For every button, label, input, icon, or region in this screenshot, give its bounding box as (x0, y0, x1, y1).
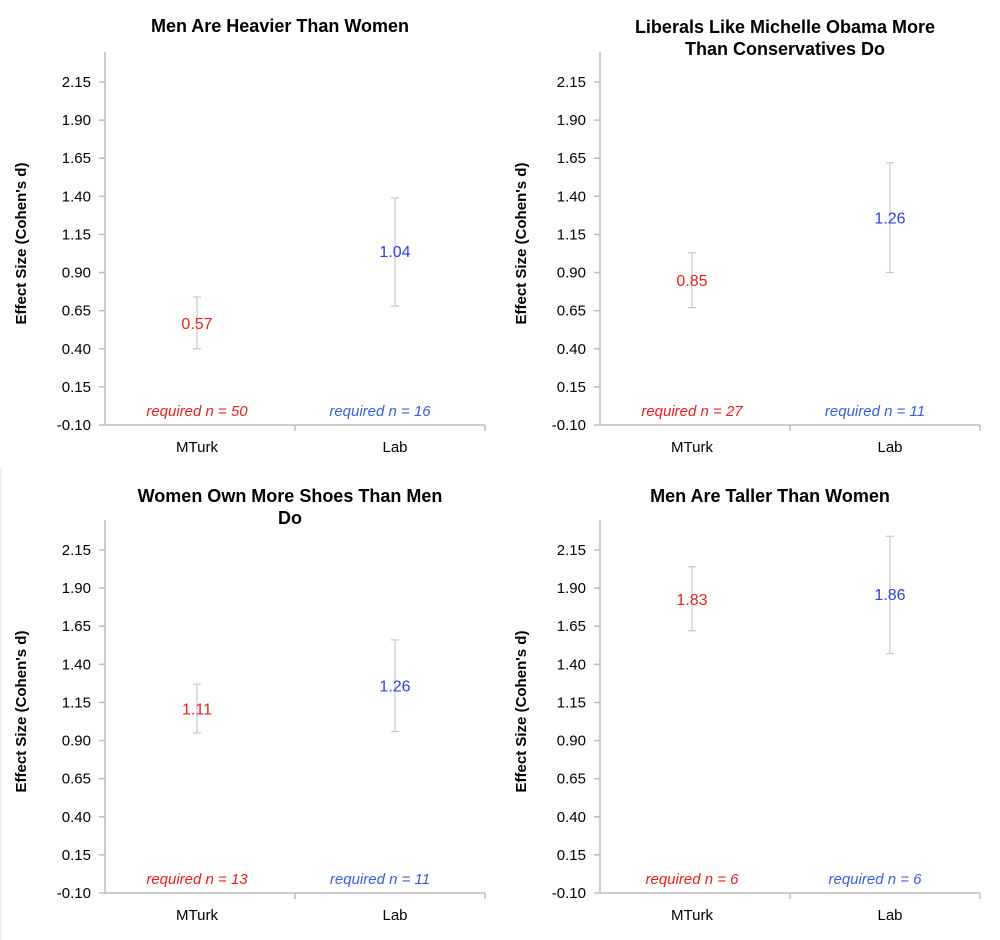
y-tick-label: 2.15 (62, 74, 91, 91)
required-n-label: required n = 27 (641, 403, 743, 420)
y-tick-label: 0.40 (62, 341, 91, 358)
y-tick-label: 1.40 (62, 656, 91, 673)
y-tick-label: 0.65 (557, 303, 586, 320)
y-tick-label: 1.90 (62, 112, 91, 129)
y-tick-label: 1.65 (557, 150, 586, 167)
y-axis-label: Effect Size (Cohen's d) (513, 163, 530, 325)
y-tick-label: 1.15 (557, 694, 586, 711)
y-tick-label: 0.65 (557, 771, 586, 788)
y-tick-label: 1.65 (62, 618, 91, 635)
y-tick-label: 1.40 (557, 656, 586, 673)
x-tick-label: MTurk (176, 439, 218, 456)
data-label: 0.85 (676, 273, 707, 290)
x-tick-label: Lab (877, 907, 902, 924)
y-tick-label: 0.15 (62, 847, 91, 864)
data-label: 1.83 (676, 592, 707, 609)
x-tick-label: Lab (382, 907, 407, 924)
y-tick-label: 0.90 (557, 265, 586, 282)
data-label: 1.04 (379, 244, 410, 261)
chart-panel-3: Women Own More Shoes Than Men Do Effect Si… (13, 486, 486, 924)
y-tick-label: 0.15 (557, 379, 586, 396)
chart-title: Liberals Like Michelle Obama More Than Co… (635, 17, 935, 59)
y-tick-label: 0.40 (557, 809, 586, 826)
y-tick-label: 0.40 (62, 809, 91, 826)
chart-title: Men Are Heavier Than Women (151, 16, 409, 36)
required-n-label: required n = 11 (330, 871, 430, 888)
y-tick-label: 1.65 (557, 618, 586, 635)
x-tick-label: MTurk (176, 907, 218, 924)
y-axis-label: Effect Size (Cohen's d) (513, 631, 530, 793)
y-tick-label: -0.10 (57, 417, 91, 434)
y-tick-label: 0.40 (557, 341, 586, 358)
y-tick-label: 1.90 (557, 580, 586, 597)
y-tick-label: -0.10 (552, 885, 586, 902)
y-tick-label: 2.15 (62, 542, 91, 559)
y-tick-label: 1.90 (62, 580, 91, 597)
y-tick-label: 2.15 (557, 74, 586, 91)
required-n-label: required n = 6 (829, 871, 923, 888)
y-tick-label: 1.15 (62, 694, 91, 711)
chart-title: Men Are Taller Than Women (650, 486, 890, 506)
required-n-label: required n = 50 (146, 403, 248, 420)
y-tick-label: 2.15 (557, 542, 586, 559)
y-tick-label: 0.90 (62, 265, 91, 282)
y-tick-label: -0.10 (552, 417, 586, 434)
y-tick-label: 1.15 (62, 226, 91, 243)
x-tick-label: Lab (382, 439, 407, 456)
y-tick-label: 0.90 (557, 733, 586, 750)
y-tick-label: 0.65 (62, 303, 91, 320)
data-label: 1.26 (379, 679, 410, 696)
x-tick-label: Lab (877, 439, 902, 456)
required-n-label: required n = 16 (329, 403, 431, 420)
data-label: 1.26 (874, 211, 905, 228)
y-tick-label: 0.15 (62, 379, 91, 396)
required-n-label: required n = 13 (146, 871, 248, 888)
data-label: 1.11 (182, 702, 212, 719)
x-tick-label: MTurk (671, 907, 713, 924)
chart-panel-2: Liberals Like Michelle Obama More Than Co… (513, 17, 981, 456)
chart-title: Women Own More Shoes Than Men Do (138, 486, 443, 528)
data-label: 1.86 (874, 587, 905, 604)
y-axis-label: Effect Size (Cohen's d) (13, 631, 30, 793)
y-tick-label: 0.90 (62, 733, 91, 750)
required-n-label: required n = 11 (825, 403, 925, 420)
y-tick-label: 1.40 (62, 188, 91, 205)
required-n-label: required n = 6 (646, 871, 740, 888)
chart-panel-1: Men Are Heavier Than Women Effect Size (C… (13, 16, 486, 456)
y-tick-label: 1.90 (557, 112, 586, 129)
x-tick-label: MTurk (671, 439, 713, 456)
y-tick-label: 1.65 (62, 150, 91, 167)
y-tick-label: 0.15 (557, 847, 586, 864)
y-tick-label: 1.40 (557, 188, 586, 205)
data-label: 0.57 (181, 316, 212, 333)
y-tick-label: 0.65 (62, 771, 91, 788)
chart-panel-4: Men Are Taller Than Women Effect Size (Co… (513, 486, 981, 924)
y-tick-label: -0.10 (57, 885, 91, 902)
y-tick-label: 1.15 (557, 226, 586, 243)
y-axis-label: Effect Size (Cohen's d) (13, 163, 30, 325)
